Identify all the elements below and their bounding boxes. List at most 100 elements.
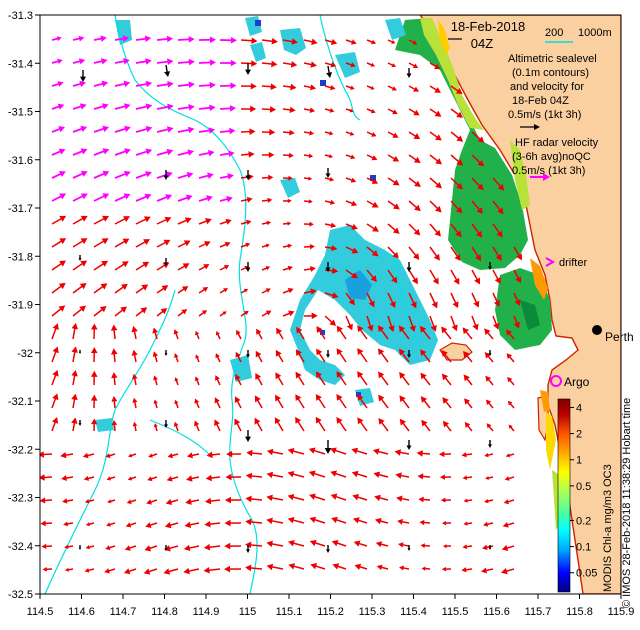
altimetry-arrow: [345, 131, 355, 136]
hf-radar-arrow: [114, 35, 130, 42]
altimetry-arrow: [225, 473, 242, 481]
x-tick-label: 114.5: [27, 606, 54, 618]
altimetry-arrow: [461, 452, 473, 458]
altimetry-arrow: [156, 285, 169, 294]
altimetry-arrow: [261, 37, 278, 45]
altimetry-arrow: [417, 473, 431, 480]
altimetry-arrow: [316, 326, 326, 340]
altimetry-arrow: [485, 476, 494, 480]
altimetry-arrow: [194, 398, 200, 409]
altimetry-arrow: [245, 495, 263, 503]
colorbar-tick-label: 0.05: [576, 568, 597, 580]
altimetry-arrow: [324, 176, 335, 182]
drifter-arrow: [78, 420, 82, 426]
altimetry-arrow: [492, 246, 502, 261]
altimetry-arrow: [288, 563, 305, 570]
altimetry-arrow: [185, 498, 200, 505]
altimetry-arrow: [315, 371, 326, 386]
altimetry-arrow: [261, 128, 276, 136]
altimetry-arrow: [167, 453, 179, 459]
altimetry-arrow: [463, 350, 473, 363]
hf-radar-arrow: [219, 195, 233, 203]
altimetry-arrow: [438, 451, 452, 458]
hf-legend-line-2: (3-6h avg)noQC: [512, 151, 591, 163]
altimetry-arrow: [316, 348, 326, 363]
altimetry-arrow: [336, 393, 347, 409]
argo-label: Argo: [564, 375, 590, 389]
argo-float-marker[interactable]: [550, 375, 562, 387]
altimetry-arrow: [296, 326, 305, 340]
hf-radar-arrow: [72, 103, 87, 110]
altimetry-arrow: [165, 498, 179, 505]
perth-city-marker[interactable]: [592, 325, 602, 335]
altimetry-arrow: [156, 216, 172, 225]
altimetry-arrow: [398, 325, 410, 340]
altimetry-arrow: [261, 243, 270, 248]
altimetry-arrow: [153, 375, 158, 386]
drifter-arrow: [324, 440, 332, 454]
altimetry-arrow: [303, 107, 316, 113]
altimetry-arrow: [152, 351, 158, 363]
altimetry-arrow: [429, 315, 437, 332]
altimetry-arrow: [366, 39, 377, 45]
altimetry-arrow: [345, 108, 354, 113]
hf-radar-arrow: [156, 148, 174, 156]
altimetry-legend-arrowhead: [534, 124, 540, 130]
x-tick-label: 114.8: [151, 606, 178, 618]
altimetry-arrow: [324, 154, 334, 159]
altimetry-arrow: [206, 451, 221, 459]
altimetry-arrow: [303, 176, 313, 181]
altimetry-arrow: [324, 38, 338, 45]
altimetry-legend-line-4: 18-Feb 04Z: [512, 95, 569, 107]
altimetry-arrow: [72, 260, 88, 271]
y-tick-label: -31.4: [8, 58, 33, 70]
altimetry-arrow: [471, 269, 480, 285]
altimetry-arrow: [51, 238, 67, 248]
altimetry-arrow: [501, 544, 515, 551]
date-title: 18-Feb-2018: [451, 19, 525, 34]
altimetry-arrow: [164, 521, 179, 529]
altimetry-arrow: [177, 286, 189, 294]
altimetry-arrow: [366, 154, 378, 161]
altimetry-legend-line-3: and velocity for: [510, 81, 584, 93]
altimetry-arrow: [204, 497, 221, 505]
altimetry-arrow: [450, 246, 461, 262]
altimetry-arrow: [387, 292, 396, 309]
altimetry-arrow: [461, 567, 473, 573]
altimetry-arrow: [303, 243, 315, 250]
altimetry-arrow: [377, 348, 389, 363]
drifter-arrow: [407, 545, 411, 551]
hf-radar-arrow: [198, 195, 213, 202]
hf-radar-arrow: [135, 35, 152, 43]
altimetry-arrow: [82, 452, 95, 459]
altimetry-arrow: [282, 198, 292, 204]
hf-radar-arrow: [51, 81, 64, 87]
altimetry-arrow: [254, 417, 263, 432]
altimetry-arrow: [148, 453, 158, 458]
altimetry-arrow: [303, 199, 313, 204]
altimetry-arrow: [83, 475, 95, 481]
altimetry-arrow: [485, 399, 494, 409]
altimetry-arrow: [419, 325, 431, 340]
x-tick-label: 115.2: [317, 606, 344, 618]
drifter-arrow: [326, 65, 333, 78]
altimetry-arrow: [429, 154, 443, 165]
altimetry-arrow: [395, 472, 410, 479]
drifter-arrow: [488, 350, 492, 356]
altimetry-arrow: [420, 372, 431, 386]
altimetry-arrow: [40, 497, 53, 504]
hf-radar-arrow: [72, 170, 88, 179]
offshore-patches: [95, 16, 438, 432]
altimetry-arrow: [106, 522, 116, 527]
altimetry-arrow: [441, 520, 452, 526]
altimetry-arrow: [464, 421, 473, 432]
colorbar-ticks: 4 2 1 0.5 0.2 0.1 0.05: [570, 402, 597, 580]
altimetry-arrow: [282, 310, 295, 317]
altimetry-arrow: [203, 543, 221, 551]
altimetry-arrow: [51, 305, 66, 317]
altimetry-arrow: [464, 398, 473, 409]
hf-radar-arrow: [219, 59, 237, 67]
hf-radar-arrow: [198, 104, 216, 112]
x-tick-label: 114.7: [110, 606, 137, 618]
hf-radar-arrow: [114, 148, 131, 156]
